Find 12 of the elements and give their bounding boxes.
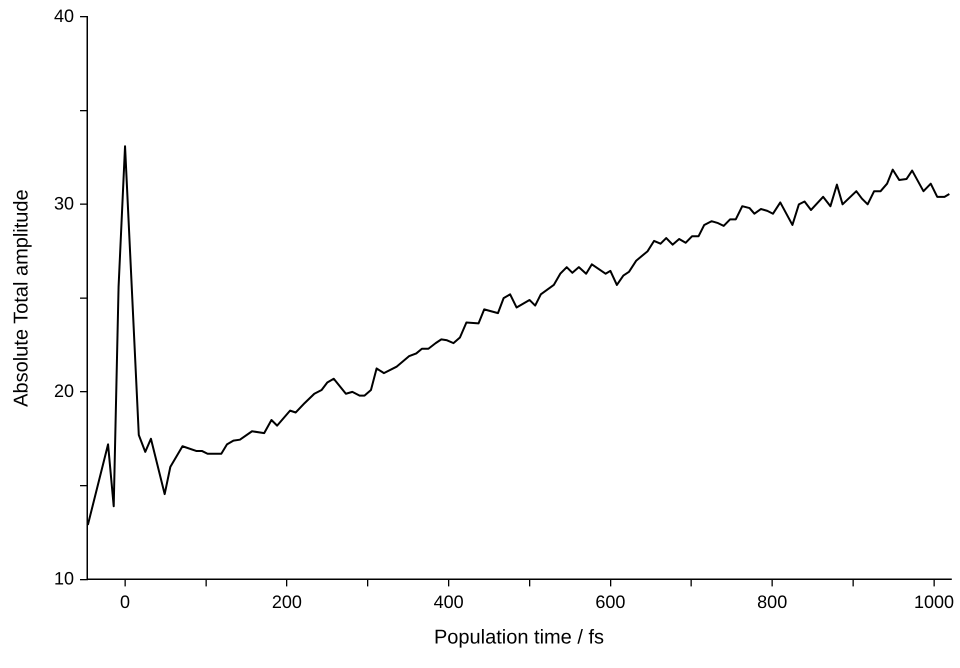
- y-tick-label: 40: [54, 6, 74, 26]
- x-tick-label: 200: [272, 592, 302, 612]
- x-tick-label: 0: [120, 592, 130, 612]
- y-axis-title: Absolute Total amplitude: [10, 189, 33, 407]
- y-tick-label: 20: [54, 380, 74, 401]
- y-tick-label: 30: [54, 193, 74, 214]
- y-tick-label: 10: [54, 568, 74, 588]
- x-tick-label: 1000: [914, 592, 954, 612]
- x-tick-label: 600: [595, 592, 626, 612]
- x-axis-title: Population time / fs: [434, 626, 604, 649]
- x-tick-label: 800: [757, 592, 788, 612]
- x-tick-label: 400: [434, 592, 464, 612]
